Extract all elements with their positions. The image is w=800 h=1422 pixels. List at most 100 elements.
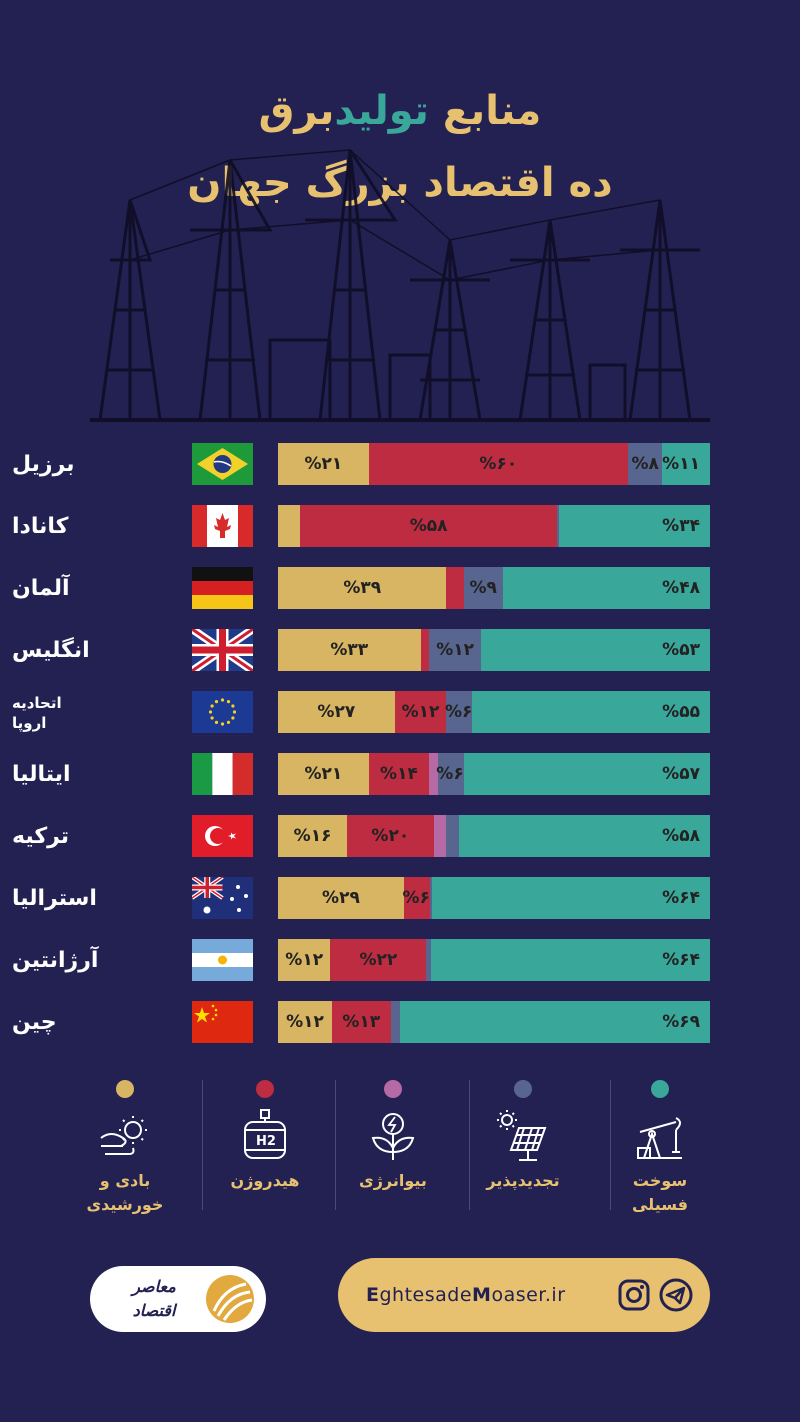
data-label: %۲۰: [371, 826, 410, 846]
stacked-bar: %۲۱ %۱۴ %۶ %۵۷: [278, 753, 710, 795]
renewable-segment: %۶: [445, 691, 473, 733]
data-label: %۱۴: [380, 764, 418, 784]
svg-text:H2: H2: [256, 1134, 276, 1149]
title-prefix: منابع: [442, 88, 542, 134]
fossil-segment: %۱۱: [662, 443, 710, 485]
data-label: %۵۵: [662, 702, 700, 722]
fossil-segment: %۵۷: [463, 753, 710, 795]
legend-label: بادی و خورشیدی: [60, 1169, 190, 1217]
argentina-flag: [192, 939, 253, 981]
hydrogen-segment: [446, 567, 464, 609]
uk-flag: [192, 629, 253, 671]
brand-logo-icon: [206, 1275, 254, 1323]
data-label: %۴۸: [662, 578, 700, 598]
fossil-segment: %۵۸: [459, 815, 710, 857]
oil-pump-icon: [630, 1108, 690, 1164]
renewable-segment: %۱۲: [429, 629, 481, 671]
country-row: اتحادیه اروپا %۲۷ %۱۲ %۶ %۵۵: [0, 691, 800, 735]
logo-text-line-1: معاصر: [132, 1277, 176, 1296]
country-row: انگلیس %۳۳ %۱۲ %۵۳: [0, 629, 800, 673]
website-url[interactable]: EghtesadeMoaser.ir: [366, 1284, 566, 1306]
solar-wind-segment: %۱۲: [278, 1001, 332, 1043]
data-label: %۵۳: [662, 640, 700, 660]
hydrogen-segment: %۵۸: [300, 505, 558, 547]
fossil-segment: %۴۸: [502, 567, 710, 609]
stacked-bar: %۲۷ %۱۲ %۶ %۵۵: [278, 691, 710, 733]
solar-wind-segment: %۲۱: [278, 443, 369, 485]
legend: سوخت فسیلی تجدیدپذیر بیوانرژی H2 هیدروژن بادی …: [60, 1075, 740, 1215]
instagram-icon[interactable]: [616, 1277, 652, 1313]
country-name: اتحادیه اروپا: [12, 691, 172, 737]
stacked-bar: %۱۶ %۲۰ %۵۸: [278, 815, 710, 857]
data-label: %۵۸: [662, 826, 700, 846]
country-row: ترکیه %۱۶ %۲۰ %۵۸: [0, 815, 800, 859]
data-label: %۱۱: [662, 454, 700, 474]
legend-label-line: سوخت: [632, 1171, 688, 1190]
data-label: %۶: [402, 888, 430, 908]
country-row: چین %۱۲ %۱۳ %۶۹: [0, 1001, 800, 1045]
data-label: %۳۳: [330, 640, 369, 660]
data-label: %۹: [469, 578, 497, 598]
data-label: %۲۲: [359, 950, 398, 970]
legend-separator: [202, 1080, 203, 1210]
bio-segment: [429, 753, 438, 795]
data-label: %۶۹: [662, 1012, 700, 1032]
stacked-bar: %۳۹ %۹ %۴۸: [278, 567, 710, 609]
solar-wind-segment: %۱۶: [278, 815, 348, 857]
telegram-icon[interactable]: [658, 1277, 694, 1313]
legend-label: هیدروژن: [200, 1169, 330, 1193]
fossil-segment: %۵۵: [472, 691, 710, 733]
stacked-bar: %۲۹ %۶ %۶۴: [278, 877, 710, 919]
hydrogen-segment: %۱۳: [332, 1001, 391, 1043]
fossil-segment: %۶۴: [432, 877, 710, 919]
legend-color-dot: [256, 1080, 274, 1098]
country-row: ایتالیا %۲۱ %۱۴ %۶ %۵۷: [0, 753, 800, 797]
data-label: %۱۲: [285, 950, 324, 970]
data-label: %۶۰: [479, 454, 518, 474]
legend-color-dot: [384, 1080, 402, 1098]
country-name: کانادا: [12, 514, 69, 539]
australia-flag: [192, 877, 253, 919]
country-row: برزیل %۲۱ %۶۰ %۸ %۱۱: [0, 443, 800, 487]
data-label: %۲۷: [317, 702, 356, 722]
country-row: کانادا %۵۸ %۳۴: [0, 505, 800, 549]
hydrogen-segment: %۶: [402, 877, 430, 919]
solar-wind-segment: %۲۱: [278, 753, 369, 795]
renewable-segment: [446, 815, 460, 857]
legend-color-dot: [514, 1080, 532, 1098]
legend-item: H2 هیدروژن: [200, 1075, 330, 1215]
eu-flag: [192, 691, 253, 733]
title-line-2: ده اقتصاد بزرگ جهان: [187, 160, 613, 206]
renewable-segment: %۶: [436, 753, 464, 795]
fossil-segment: %۶۹: [399, 1001, 710, 1043]
legend-color-dot: [116, 1080, 134, 1098]
legend-label-line: تجدیدپذیر: [486, 1171, 560, 1190]
hydrogen-segment: %۱۲: [394, 691, 447, 733]
country-row: آلمان %۳۹ %۹ %۴۸: [0, 567, 800, 611]
data-label: %۸: [631, 454, 659, 474]
country-name: چین: [12, 1010, 57, 1035]
data-label: %۵۸: [409, 516, 448, 536]
country-name: ترکیه: [12, 824, 70, 849]
solar-wind-segment: %۱۲: [278, 939, 331, 981]
stacked-bar: %۱۲ %۱۳ %۶۹: [278, 1001, 710, 1043]
country-name: برزیل: [12, 452, 75, 477]
solar-wind-segment: [278, 505, 301, 547]
fossil-segment: %۵۳: [481, 629, 710, 671]
stacked-bar: %۱۲ %۲۲ %۶۴: [278, 939, 710, 981]
wind-sun-icon: [95, 1108, 155, 1164]
fossil-segment: %۳۴: [559, 505, 710, 547]
hydrogen-segment: %۲۲: [330, 939, 427, 981]
brand-logo[interactable]: معاصر اقتصاد: [90, 1266, 266, 1332]
turkey-flag: [192, 815, 253, 857]
country-name: آرژانتین: [12, 948, 99, 973]
country-name: استرالیا: [12, 886, 97, 911]
solar-wind-segment: %۳۹: [278, 567, 447, 609]
data-label: %۶: [436, 764, 464, 784]
data-label: %۱۶: [293, 826, 332, 846]
data-label: %۳۹: [343, 578, 382, 598]
legend-label: بیوانرژی: [328, 1169, 458, 1193]
legend-label-line: هیدروژن: [230, 1171, 300, 1190]
data-label: %۳۴: [662, 516, 700, 536]
website-pill[interactable]: EghtesadeMoaser.ir: [338, 1258, 710, 1332]
